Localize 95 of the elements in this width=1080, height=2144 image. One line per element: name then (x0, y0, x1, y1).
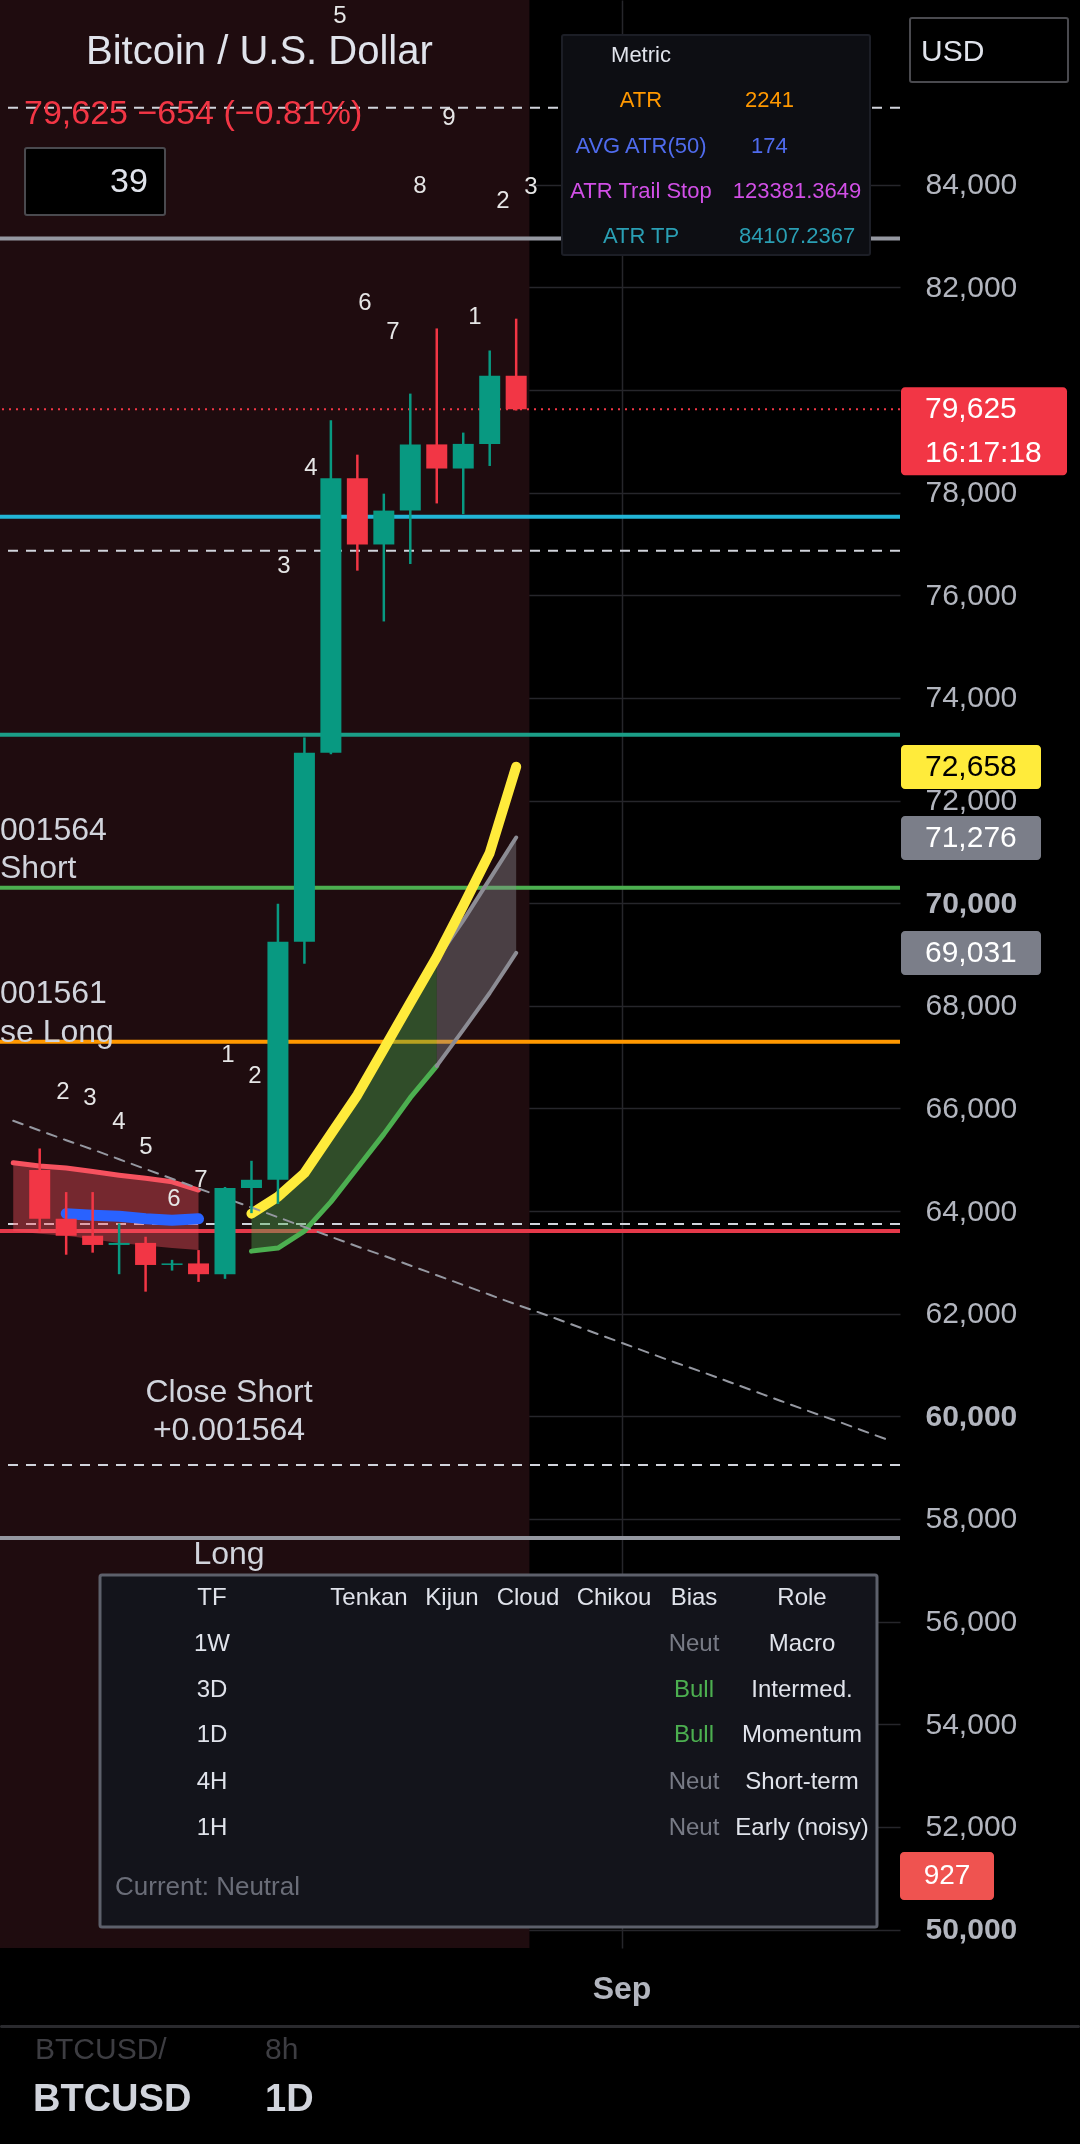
candlestick (240, 1159, 262, 1215)
y-tick-label: 64,000 (925, 1193, 1018, 1227)
ref-line-label: 79,625 16:17:18 (925, 391, 1042, 469)
annotation: Kijun (425, 1583, 479, 1610)
y-tick-label: 54,000 (925, 1706, 1018, 1740)
annotation: Tenkan (330, 1583, 408, 1610)
annotation: +0.001564 (152, 1411, 306, 1447)
y-tick-label: 60,000 (925, 1398, 1018, 1432)
annotation: 7 (386, 317, 400, 344)
annotation: Neut (668, 1813, 720, 1840)
candlestick (55, 1190, 77, 1256)
annotation: Role (777, 1583, 827, 1610)
annotation: 1 (468, 302, 482, 329)
annotation: 2 (56, 1077, 70, 1104)
text: USD (921, 34, 985, 67)
annotation: ATR (619, 87, 663, 112)
annotation: 2 (496, 186, 510, 213)
annotation: 4 (112, 1107, 126, 1134)
annotation: Early (noisy) (735, 1813, 869, 1840)
text: BTCUSD (33, 2077, 192, 2119)
annotation: Bull (673, 1675, 715, 1702)
annotation: 84107.2367 (738, 223, 856, 248)
y-tick-label: 62,000 (925, 1296, 1018, 1330)
annotation: Close Short (145, 1373, 313, 1409)
annotation: Intermed. (751, 1675, 853, 1702)
annotation: Cloud (496, 1583, 560, 1610)
annotation: 2 (248, 1061, 262, 1088)
annotation: 1D (196, 1720, 228, 1747)
annotation: Momentum (741, 1720, 863, 1747)
candlestick (188, 1248, 210, 1284)
x-tick-label: Sep (592, 1969, 652, 2006)
annotation: ATR TP (602, 223, 680, 248)
annotation: 1H (196, 1813, 228, 1840)
annotation: ATR Trail Stop (570, 178, 712, 203)
annotation: 3D (196, 1675, 228, 1702)
annotation: 123381.3649 (732, 178, 862, 203)
annotation: 9 (442, 103, 456, 130)
annotation: 5 (139, 1132, 153, 1159)
y-tick-label: 76,000 (925, 577, 1018, 611)
text: 72,658 (925, 749, 1017, 782)
y-tick-label: 56,000 (925, 1604, 1018, 1638)
y-tick-label: 74,000 (925, 680, 1018, 714)
annotation: Bull (673, 1720, 715, 1747)
y-tick-label: 70,000 (925, 885, 1018, 919)
annotation: 8 (413, 171, 427, 198)
text: 79,625 −654 (−0.81%) (24, 93, 363, 131)
annotation: AVG ATR(50) (575, 133, 707, 158)
annotation: 6 (167, 1184, 181, 1211)
annotation: 1 (221, 1040, 235, 1067)
line-series (434, 950, 519, 1068)
annotation: Neut (668, 1629, 720, 1656)
y-tick-label: 66,000 (925, 1090, 1018, 1124)
y-tick-label: 68,000 (925, 988, 1018, 1022)
text: 1D (265, 2077, 314, 2119)
y-tick-label: 84,000 (925, 167, 1018, 201)
candlestick (108, 1222, 130, 1276)
annotation: 6 (358, 288, 372, 315)
annotation: 3 (524, 172, 538, 199)
annotation: 5 (333, 1, 347, 28)
annotation: Short-term (745, 1767, 859, 1794)
text: BTCUSD/ (35, 2032, 168, 2065)
y-tick-label: 82,000 (925, 269, 1018, 303)
annotation: Metric (611, 42, 671, 67)
annotation: 4H (196, 1767, 228, 1794)
y-tick-label: 58,000 (925, 1501, 1018, 1535)
text: 71,276 (925, 820, 1017, 853)
annotation: 3 (277, 551, 291, 578)
annotation: 39 (110, 161, 148, 199)
annotation: Macro (768, 1629, 836, 1656)
y-tick-label: 78,000 (925, 475, 1018, 509)
annotation: 174 (751, 133, 788, 158)
annotation: 1W (194, 1629, 231, 1656)
annotation: 001561 (0, 974, 107, 1010)
annotation: 001564 (0, 811, 107, 847)
y-tick-label: 50,000 (925, 1912, 1018, 1946)
text: 927 (923, 1859, 971, 1890)
candlestick (82, 1190, 104, 1254)
annotation: 4 (304, 453, 318, 480)
annotation: Current: Neutral (115, 1871, 300, 1901)
text: 8h (265, 2032, 299, 2065)
annotation: Short (0, 849, 77, 885)
annotation: Chikou (576, 1583, 652, 1610)
candlestick (135, 1235, 157, 1293)
annotation: 2241 (745, 87, 794, 112)
annotation: 3 (83, 1083, 97, 1110)
annotation: Bias (670, 1583, 718, 1610)
annotation: 7 (194, 1165, 208, 1192)
annotation: TF (197, 1583, 227, 1610)
annotation: se Long (0, 1013, 114, 1049)
y-tick-label: 72,000 (925, 783, 1018, 817)
annotation: Neut (668, 1767, 720, 1794)
annotation: Long (193, 1535, 265, 1571)
text: 69,031 (925, 935, 1017, 968)
text: Bitcoin / U.S. Dollar (86, 28, 433, 72)
y-tick-label: 52,000 (925, 1809, 1018, 1843)
